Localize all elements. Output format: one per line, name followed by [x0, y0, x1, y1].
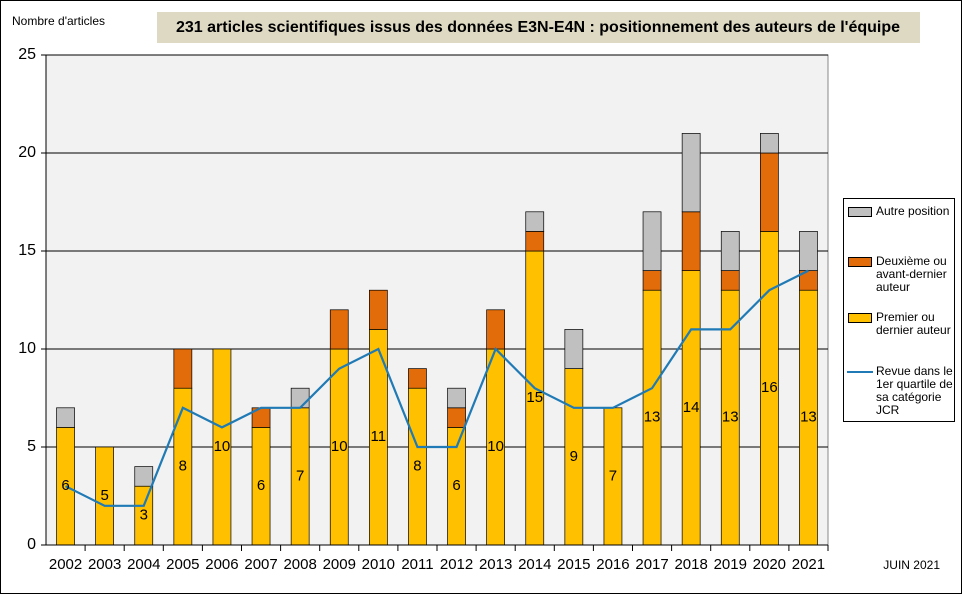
x-tick-label: 2005	[166, 556, 199, 573]
bar-segment	[525, 211, 545, 232]
data-label: 13	[722, 409, 739, 426]
data-label: 6	[257, 477, 265, 494]
data-label: 16	[761, 379, 778, 396]
bar-segment	[759, 133, 779, 154]
x-tick-label: 2020	[753, 556, 786, 573]
bar-segment	[720, 270, 740, 291]
y-tick-label: 5	[27, 438, 36, 455]
x-tick-label: 2014	[518, 556, 551, 573]
data-label: 13	[800, 409, 817, 426]
x-tick-label: 2009	[323, 556, 356, 573]
x-tick-label: 2019	[714, 556, 747, 573]
data-label: 14	[683, 399, 700, 416]
x-tick-label: 2008	[283, 556, 316, 573]
data-label: 10	[214, 438, 231, 455]
chart-title: 231 articles scientifiques issus des don…	[176, 19, 900, 36]
x-tick-label: 2012	[440, 556, 473, 573]
y-tick-label: 25	[18, 46, 36, 63]
legend-label: Deuxième ou avant-dernier auteur	[876, 254, 947, 294]
x-tick-label: 2018	[674, 556, 707, 573]
bar-segment	[759, 152, 779, 232]
data-label: 6	[61, 477, 69, 494]
plot-area	[45, 54, 829, 546]
x-tick-label: 2006	[205, 556, 238, 573]
data-label: 5	[100, 487, 108, 504]
legend-label: Revue dans le 1er quartile de sa catégor…	[876, 364, 953, 417]
data-label: 7	[296, 467, 304, 484]
data-label: 10	[331, 438, 348, 455]
legend: Autre position Deuxième ou avant-dernier …	[843, 198, 955, 422]
bar-segment	[56, 407, 75, 428]
x-tick-label: 2002	[49, 556, 82, 573]
legend-marker	[848, 257, 872, 267]
data-label: 11	[371, 428, 387, 445]
data-label: 10	[487, 438, 504, 455]
x-tick-label: 2003	[88, 556, 121, 573]
bar-segment	[447, 387, 466, 409]
legend-marker	[848, 207, 872, 217]
y-tick-label: 10	[18, 340, 36, 357]
bar-segment	[642, 270, 662, 291]
bar-segment	[486, 309, 505, 350]
data-label: 13	[644, 409, 661, 426]
y-tick-label: 15	[18, 242, 36, 259]
legend-marker	[847, 371, 873, 373]
title-box	[157, 12, 920, 43]
x-tick-label: 2021	[792, 556, 825, 573]
bar-segment	[173, 348, 193, 389]
bar-segment	[720, 231, 740, 271]
bar-segment	[799, 231, 818, 271]
line-series	[65, 269, 809, 507]
bar-segment	[408, 368, 427, 389]
bar-segment	[564, 329, 584, 369]
legend-marker	[848, 313, 872, 323]
bar-segment	[290, 387, 310, 409]
y-tick-label: 0	[27, 536, 36, 553]
x-tick-label: 2017	[635, 556, 668, 573]
data-label: 8	[179, 458, 187, 475]
data-label: 7	[609, 467, 617, 484]
data-label: 6	[452, 477, 460, 494]
bar-segment	[329, 309, 349, 350]
bar-segment	[681, 211, 701, 271]
x-tick-label: 2010	[362, 556, 395, 573]
bar-segment	[134, 466, 154, 487]
y-axis-label: Nombre d'articles	[12, 14, 105, 28]
data-label: 15	[526, 389, 543, 406]
x-tick-label: 2007	[244, 556, 277, 573]
data-label: 9	[570, 448, 578, 465]
bar-segment	[447, 407, 466, 428]
bar-segment	[642, 211, 662, 271]
x-tick-label: 2004	[127, 556, 160, 573]
legend-label: Premier ou dernier auteur	[876, 310, 951, 337]
bar-segment	[369, 289, 388, 330]
bar-segment	[681, 133, 701, 213]
y-tick-label: 20	[18, 144, 36, 161]
data-label: 8	[413, 458, 421, 475]
x-tick-label: 2016	[596, 556, 629, 573]
x-tick-label: 2011	[401, 556, 433, 573]
legend-label: Autre position	[876, 204, 950, 218]
bar-segment	[525, 231, 545, 252]
data-label: 3	[140, 507, 148, 524]
note: JUIN 2021	[883, 558, 940, 572]
x-tick-label: 2013	[479, 556, 512, 573]
x-tick-label: 2015	[557, 556, 590, 573]
